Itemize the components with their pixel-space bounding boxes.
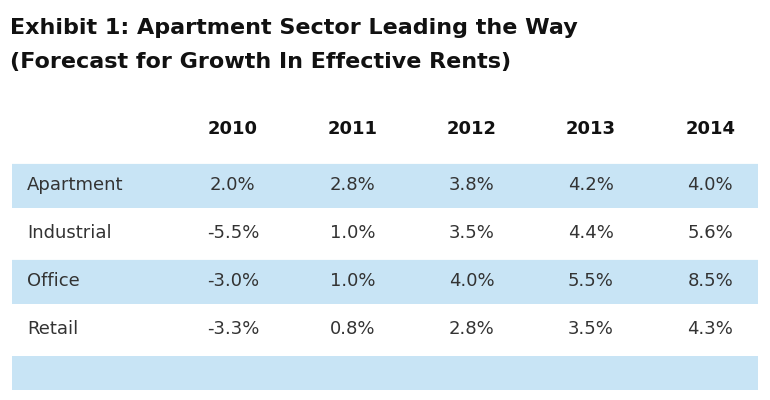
Text: 4.0%: 4.0% [449,272,494,290]
Text: 0.8%: 0.8% [330,320,375,338]
Text: 2013: 2013 [566,120,616,138]
Text: 2.8%: 2.8% [330,176,375,194]
Text: 1.0%: 1.0% [330,224,375,242]
Bar [12,258,758,304]
Text: 2.8%: 2.8% [449,320,494,338]
Text: Exhibit 1: Apartment Sector Leading the Way: Exhibit 1: Apartment Sector Leading the … [10,18,578,38]
Text: 3.5%: 3.5% [568,320,614,338]
Text: 5.5%: 5.5% [568,272,614,290]
Text: Office: Office [27,272,80,290]
Text: 4.0%: 4.0% [688,176,733,194]
Text: 8.5%: 8.5% [688,272,733,290]
Text: Apartment: Apartment [27,176,124,194]
Text: 4.2%: 4.2% [568,176,614,194]
Text: 2.0%: 2.0% [210,176,256,194]
Text: 2010: 2010 [208,120,258,138]
Text: -3.0%: -3.0% [207,272,259,290]
Text: -3.3%: -3.3% [206,320,259,338]
Text: Industrial: Industrial [27,224,112,242]
Text: 2014: 2014 [685,120,735,138]
Bar [12,162,758,208]
Text: (Forecast for Growth In Effective Rents): (Forecast for Growth In Effective Rents) [10,52,511,72]
Text: 1.0%: 1.0% [330,272,375,290]
Bar [12,110,758,148]
Text: -5.5%: -5.5% [206,224,259,242]
Bar [12,210,758,256]
Text: 4.3%: 4.3% [688,320,733,338]
Bar [12,356,758,390]
Text: 2011: 2011 [327,120,377,138]
Text: 5.6%: 5.6% [688,224,733,242]
Text: 3.8%: 3.8% [449,176,494,194]
Bar [12,306,758,352]
Text: 2012: 2012 [447,120,497,138]
Text: 4.4%: 4.4% [568,224,614,242]
Text: Retail: Retail [27,320,79,338]
Text: 3.5%: 3.5% [449,224,494,242]
